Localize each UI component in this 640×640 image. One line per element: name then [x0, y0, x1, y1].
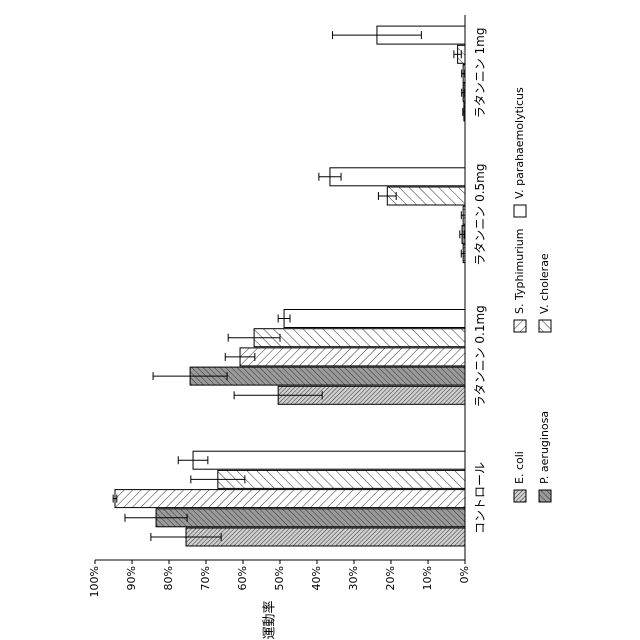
y-tick-label: 60% [236, 566, 249, 590]
bar [186, 528, 465, 546]
y-tick-label: 90% [125, 566, 138, 590]
y-tick-label: 30% [347, 566, 360, 590]
x-tick-label: ラタンニン 0.5mg [473, 163, 487, 265]
legend-swatch [514, 320, 526, 332]
y-tick-label: 80% [162, 566, 175, 590]
bar [156, 509, 465, 527]
y-tick-label: 0% [458, 566, 471, 583]
legend-swatch [514, 490, 526, 502]
y-tick-label: 70% [199, 566, 212, 590]
chart: 運動率 0% 10% 20% 30% 40% 50% 60% 70% 80% 90% 100% コント… [0, 0, 640, 640]
bar [330, 168, 465, 186]
legend-label: V. parahaemolyticus [513, 87, 526, 199]
legend-label: P. aeruginosa [538, 411, 551, 484]
bar [284, 310, 465, 328]
y-tick-label: 40% [310, 566, 323, 590]
y-axis-label: 運動率 [262, 600, 278, 639]
legend-swatch [539, 320, 551, 332]
legend-swatch [514, 205, 526, 217]
bar [254, 329, 465, 347]
y-tick-label: 100% [88, 566, 101, 597]
y-tick-label: 20% [384, 566, 397, 590]
bar [115, 490, 465, 508]
bar [240, 348, 465, 366]
bar [193, 451, 465, 469]
x-tick-label: ラタンニン 0.1mg [473, 305, 487, 407]
legend-label: S. Typhimurium [513, 229, 526, 314]
y-tick-label: 50% [273, 566, 286, 590]
bar [387, 187, 465, 205]
bar [218, 470, 465, 488]
x-tick-label: ラタンニン 1mg [473, 28, 487, 119]
y-tick-label: 10% [421, 566, 434, 590]
legend-swatch [539, 490, 551, 502]
legend-label: V. cholerae [538, 253, 551, 314]
rotated-chart: 運動率 0% 10% 20% 30% 40% 50% 60% 70% 80% 90% 100% コント… [88, 15, 551, 640]
x-tick-label: コントロール [473, 462, 487, 534]
bar [190, 367, 465, 385]
legend-label: E. coli [513, 451, 526, 484]
